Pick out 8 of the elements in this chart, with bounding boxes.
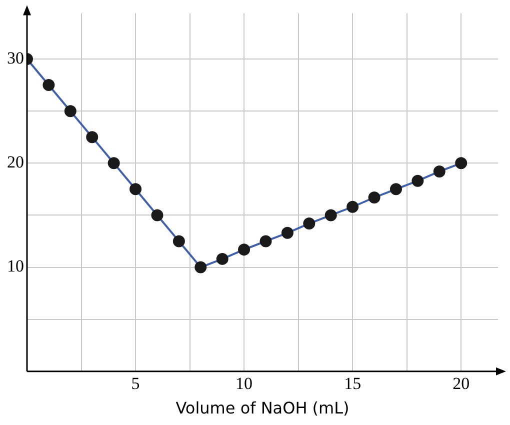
x-tick-label: 5 (131, 374, 140, 394)
x-tick-label: 20 (452, 374, 470, 394)
y-tick-label: 20 (7, 152, 24, 172)
x-tick-label: 15 (344, 374, 362, 394)
y-tick-label: 30 (7, 48, 24, 68)
x-axis-title: Volume of NaOH (mL) (176, 398, 350, 418)
x-tick-label: 10 (236, 374, 253, 394)
y-tick-label: 10 (7, 256, 24, 276)
